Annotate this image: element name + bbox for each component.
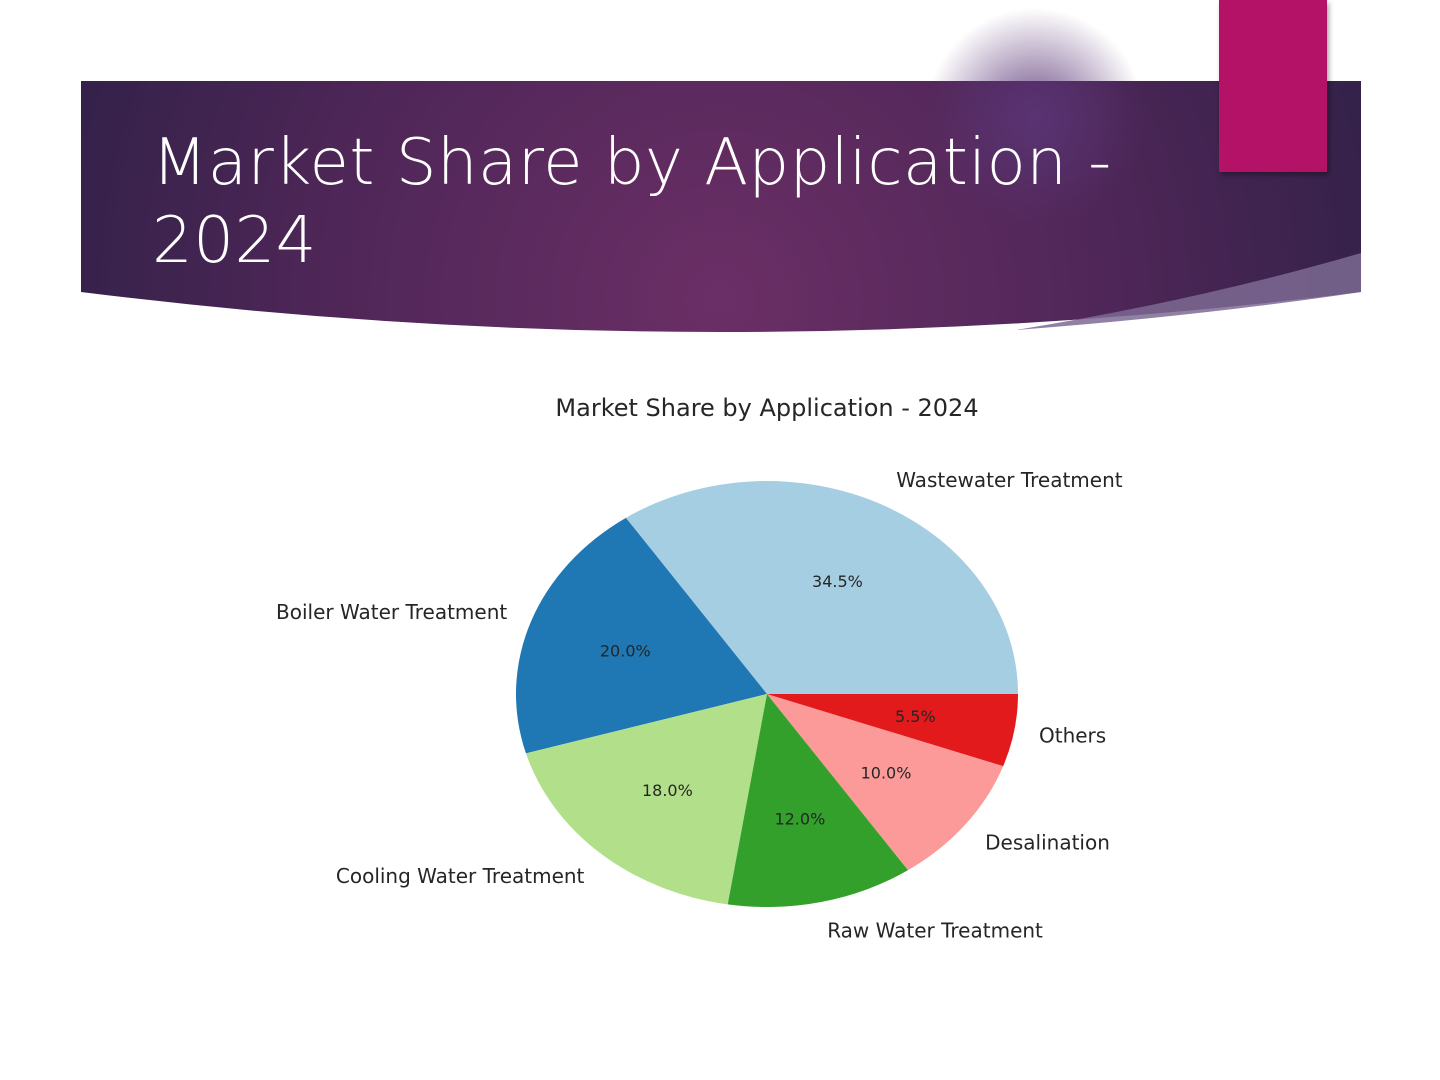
pie-pct-label-cooling-water-treatment: 18.0% <box>642 781 693 800</box>
pie-pct-label-raw-water-treatment: 12.0% <box>774 810 825 829</box>
pie-category-label-others: Others <box>1039 724 1106 748</box>
pie-category-label-desalination: Desalination <box>985 831 1110 855</box>
pie-labels: 34.5% Wastewater Treatment 20.0% Boiler Wat… <box>276 468 1123 943</box>
accent-tab <box>1219 0 1327 172</box>
slide-title-line-1: Market Share by Application - <box>152 126 1112 200</box>
slide-title: Market Share by Application - 2024 <box>152 124 1152 280</box>
pie-pct-label-boiler-water-treatment: 20.0% <box>600 642 651 661</box>
pie-slice-raw-water-treatment <box>727 694 909 907</box>
chart-title: Market Share by Application - 2024 <box>555 394 978 422</box>
pie-slice-boiler-water-treatment <box>516 517 767 754</box>
pie-pct-label-desalination: 10.0% <box>861 763 912 782</box>
pie-slice-wastewater-treatment <box>625 481 1018 694</box>
pie-pct-label-others: 5.5% <box>895 707 936 726</box>
title-banner <box>81 8 1361 332</box>
pie-category-label-cooling-water-treatment: Cooling Water Treatment <box>336 864 585 888</box>
pie-category-label-wastewater-treatment: Wastewater Treatment <box>896 468 1123 492</box>
pie-slices <box>516 481 1018 907</box>
slide-title-line-2: 2024 <box>152 204 317 278</box>
banner-swoosh <box>1016 253 1361 330</box>
pie-category-label-raw-water-treatment: Raw Water Treatment <box>827 918 1043 942</box>
pie-category-label-boiler-water-treatment: Boiler Water Treatment <box>276 600 507 624</box>
pie-pct-label-wastewater-treatment: 34.5% <box>812 572 863 591</box>
banner-glow <box>925 8 1145 228</box>
pie-slice-desalination <box>767 694 1004 871</box>
pie-slice-others <box>767 694 1018 767</box>
pie-slice-cooling-water-treatment <box>525 694 767 905</box>
